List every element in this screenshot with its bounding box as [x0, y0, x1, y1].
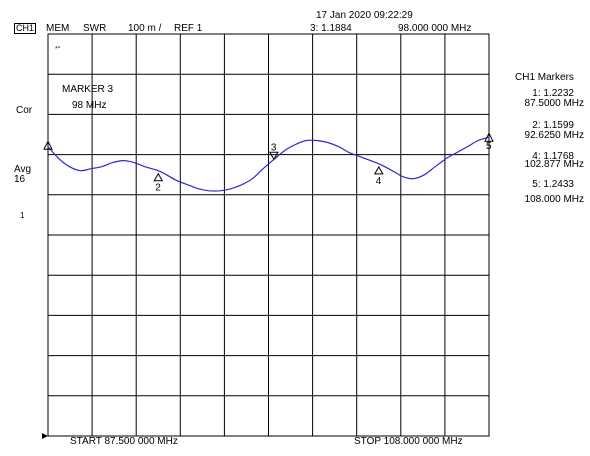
marker-3-symbol	[269, 151, 279, 161]
marker-box-title: MARKER 3	[62, 84, 114, 95]
marker-box-freq: 98 MHz	[72, 100, 107, 111]
start-frequency: START 87.500 000 MHz	[70, 436, 178, 447]
marker-2-label: 2	[155, 183, 161, 194]
marker-2-value: 2: 1.1599	[532, 120, 574, 131]
marker-4-symbol	[373, 165, 384, 175]
marker-1-freq: 87.5000 MHz	[524, 98, 584, 109]
active-marker-freq: 98.000 000 MHz	[398, 23, 472, 34]
marker-5-value: 5: 1.2433	[532, 179, 574, 190]
stop-frequency: STOP 108.000 000 MHz	[354, 436, 463, 447]
ref-label: REF 1	[174, 23, 203, 34]
ref-position-icon	[42, 433, 48, 439]
datetime-label: 17 Jan 2020 09:22:29	[316, 10, 413, 21]
mem-label: MEM	[46, 23, 70, 34]
ref-one-label: 1	[20, 211, 25, 220]
channel-badge: CH1	[14, 23, 37, 34]
swr-trace	[47, 136, 490, 192]
format-label: SWR	[83, 23, 107, 34]
marker-2-symbol	[153, 172, 164, 182]
active-marker-value: 3: 1.1884	[310, 23, 352, 34]
average-label: Avg	[14, 164, 32, 175]
marker-3-label: 3	[271, 142, 277, 153]
correction-label: Cor	[16, 105, 33, 116]
marker-2-freq: 92.6250 MHz	[524, 130, 584, 141]
marker-1-symbol	[43, 140, 53, 150]
marker-4-freq: 102.877 MHz	[524, 159, 584, 170]
marker-5-freq: 108.000 MHz	[524, 194, 584, 205]
star-indicator: *°	[55, 46, 61, 53]
marker-4-value: 4: 1.1768	[532, 151, 574, 162]
average-count: 16	[14, 174, 26, 185]
marker-5-symbol	[484, 132, 494, 142]
markers-panel-title: CH1 Markers	[515, 72, 574, 83]
graticule	[47, 33, 490, 437]
marker-5-label: 5	[486, 141, 492, 152]
scale-label: 100 m /	[128, 23, 162, 34]
marker-1-value: 1: 1.2232	[532, 88, 574, 99]
marker-4-label: 4	[376, 176, 382, 187]
marker-symbols: 2 3 4 5	[43, 132, 494, 194]
